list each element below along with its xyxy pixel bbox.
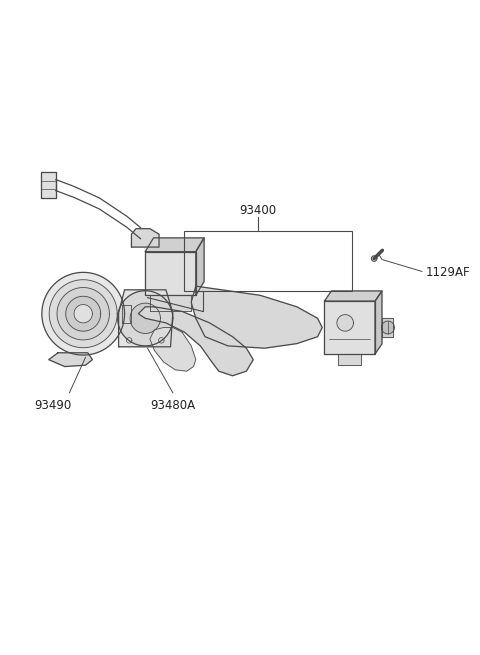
Text: 93480A: 93480A (150, 399, 195, 412)
Polygon shape (372, 256, 377, 261)
Polygon shape (130, 303, 160, 333)
Polygon shape (122, 305, 132, 323)
Bar (184, 231, 352, 291)
Polygon shape (42, 272, 125, 355)
Polygon shape (145, 238, 204, 252)
Polygon shape (41, 172, 56, 198)
Polygon shape (382, 321, 395, 334)
Polygon shape (150, 295, 191, 311)
Polygon shape (132, 229, 159, 247)
Polygon shape (382, 318, 394, 337)
Polygon shape (57, 288, 109, 340)
Text: 93400: 93400 (240, 204, 276, 217)
Polygon shape (138, 307, 253, 376)
Polygon shape (324, 291, 382, 301)
Polygon shape (375, 291, 382, 354)
Polygon shape (150, 328, 196, 371)
Polygon shape (49, 280, 117, 348)
Polygon shape (338, 354, 361, 365)
Polygon shape (145, 252, 196, 295)
Polygon shape (324, 301, 375, 354)
Polygon shape (191, 286, 322, 348)
Text: 1129AF: 1129AF (426, 266, 470, 279)
Polygon shape (66, 296, 101, 331)
Polygon shape (337, 314, 353, 331)
Polygon shape (118, 291, 173, 346)
Polygon shape (196, 238, 204, 295)
Polygon shape (49, 353, 92, 367)
Text: 93490: 93490 (35, 399, 72, 412)
Polygon shape (74, 305, 92, 323)
Polygon shape (119, 290, 173, 346)
